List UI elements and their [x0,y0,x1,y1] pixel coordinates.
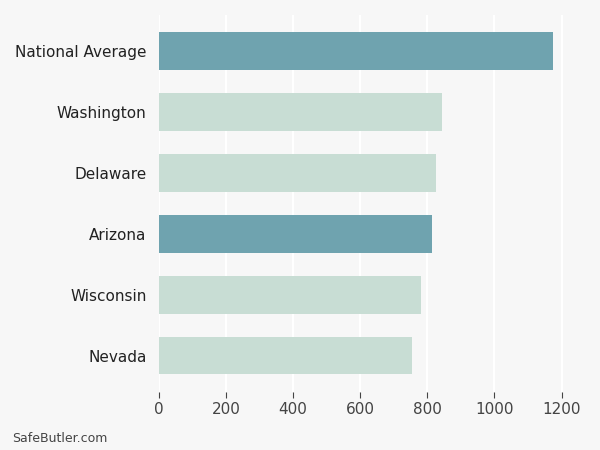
Bar [159,276,421,314]
Text: SafeButler.com: SafeButler.com [12,432,107,446]
Bar [159,93,442,131]
Bar [159,32,553,70]
Bar [159,337,412,374]
Bar [159,154,436,192]
Bar [159,215,433,252]
